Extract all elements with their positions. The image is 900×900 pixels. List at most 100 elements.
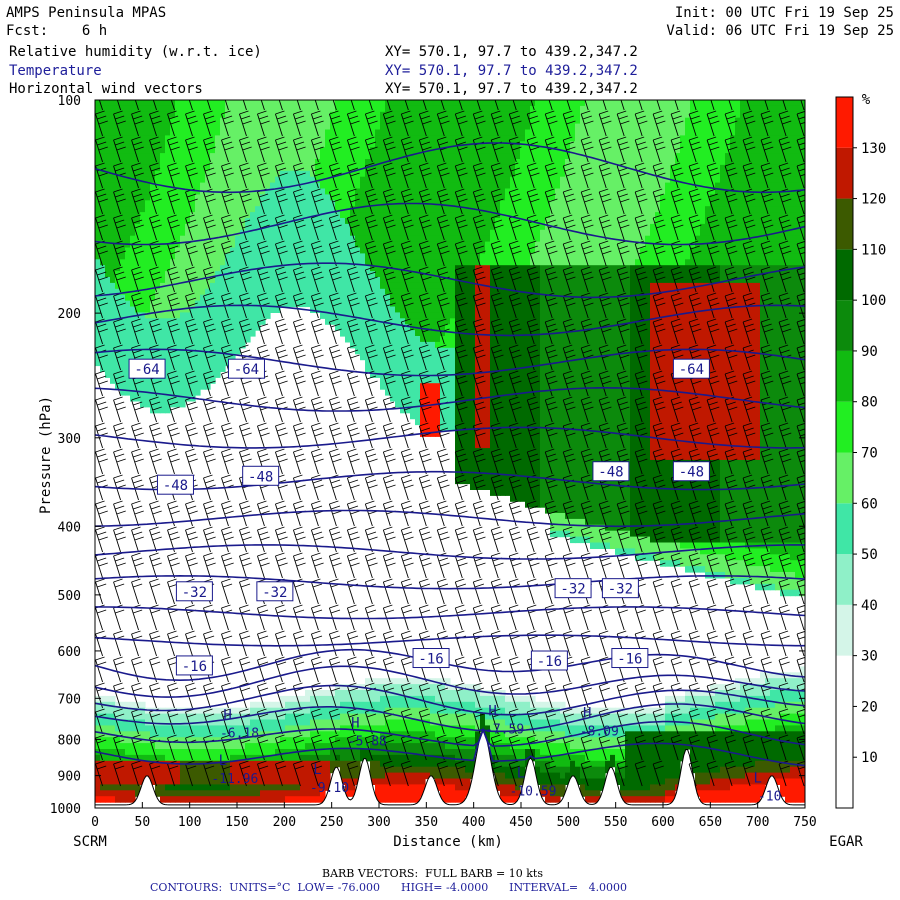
humidity-cell	[380, 123, 386, 131]
humidity-cell	[450, 395, 456, 402]
humidity-cell	[460, 159, 466, 166]
humidity-cell	[260, 129, 266, 136]
humidity-cell	[235, 713, 241, 721]
humidity-cell	[280, 288, 286, 296]
humidity-cell	[325, 229, 331, 237]
humidity-cell	[390, 796, 396, 803]
humidity-cell	[125, 784, 131, 791]
humidity-cell	[430, 424, 436, 431]
humidity-cell	[175, 778, 181, 785]
humidity-cell	[125, 772, 131, 780]
humidity-cell	[120, 371, 126, 378]
humidity-cell	[260, 288, 266, 296]
humidity-cell	[430, 170, 436, 178]
humidity-cell	[225, 194, 231, 201]
humidity-cell	[325, 288, 331, 296]
humidity-cell	[140, 341, 146, 349]
humidity-cell	[465, 164, 471, 172]
humidity-cell	[235, 235, 241, 243]
humidity-cell	[215, 153, 221, 160]
humidity-cell	[455, 235, 461, 243]
humidity-cell	[320, 749, 326, 756]
humidity-cell	[180, 170, 186, 178]
humidity-cell	[135, 294, 141, 302]
humidity-cell	[115, 371, 121, 378]
humidity-cell	[420, 229, 426, 237]
humidity-cell	[445, 784, 451, 791]
humidity-cell	[415, 406, 421, 414]
humidity-cell	[330, 111, 336, 119]
humidity-cell	[265, 277, 271, 284]
humidity-cell	[375, 259, 381, 266]
humidity-cell	[435, 766, 441, 774]
humidity-cell	[465, 430, 471, 437]
humidity-cell	[180, 737, 186, 744]
humidity-cell	[370, 725, 376, 732]
humidity-cell	[335, 701, 341, 709]
humidity-cell	[420, 743, 426, 750]
humidity-cell	[190, 300, 196, 308]
humidity-cell	[105, 212, 111, 219]
humidity-cell	[285, 200, 291, 207]
humidity-cell	[210, 141, 216, 148]
humidity-cell	[145, 707, 151, 715]
humidity-cell	[180, 294, 186, 302]
humidity-cell	[235, 111, 241, 119]
humidity-cell	[390, 241, 396, 249]
humidity-cell	[345, 731, 351, 738]
humidity-cell	[365, 153, 371, 160]
humidity-cell	[210, 790, 216, 797]
humidity-cell	[395, 341, 401, 349]
humidity-cell	[180, 389, 186, 396]
humidity-cell	[215, 778, 221, 785]
humidity-cell	[215, 164, 221, 172]
humidity-cell	[250, 200, 256, 207]
humidity-cell	[335, 182, 341, 190]
humidity-cell	[195, 111, 201, 119]
humidity-cell	[335, 235, 341, 243]
humidity-cell	[170, 182, 176, 190]
humidity-cell	[430, 383, 436, 390]
humidity-cell	[240, 784, 246, 791]
humidity-cell	[300, 701, 306, 709]
humidity-cell	[150, 170, 156, 178]
humidity-cell	[115, 111, 121, 119]
humidity-cell	[150, 312, 156, 319]
humidity-cell	[465, 690, 471, 697]
humidity-cell	[160, 389, 166, 396]
humidity-cell	[160, 141, 166, 148]
humidity-cell	[425, 766, 431, 774]
humidity-cell	[150, 766, 156, 774]
humidity-cell	[445, 129, 451, 136]
humidity-cell	[200, 336, 206, 343]
humidity-cell	[295, 100, 301, 107]
humidity-cell	[235, 778, 241, 785]
humidity-cell	[185, 194, 191, 201]
humidity-cell	[130, 259, 136, 266]
humidity-cell	[190, 117, 196, 125]
humidity-cell	[335, 306, 341, 313]
humidity-cell	[180, 330, 186, 337]
humidity-cell	[415, 796, 421, 803]
humidity-cell	[470, 176, 476, 184]
humidity-cell	[180, 271, 186, 278]
humidity-cell	[300, 111, 306, 119]
humidity-cell	[195, 359, 201, 367]
humidity-cell	[105, 182, 111, 190]
humidity-cell	[245, 135, 251, 142]
humidity-cell	[125, 265, 131, 272]
humidity-cell	[280, 737, 286, 744]
humidity-cell	[470, 212, 476, 219]
humidity-cell	[435, 341, 441, 349]
humidity-cell	[390, 684, 396, 691]
humidity-cell	[345, 707, 351, 715]
humidity-cell	[405, 318, 411, 325]
humidity-cell	[360, 200, 366, 207]
humidity-cell	[355, 318, 361, 325]
humidity-cell	[185, 749, 191, 756]
humidity-cell	[95, 223, 101, 231]
humidity-cell	[195, 766, 201, 774]
humidity-cell	[200, 713, 206, 721]
humidity-cell	[475, 141, 481, 148]
humidity-cell	[105, 135, 111, 142]
